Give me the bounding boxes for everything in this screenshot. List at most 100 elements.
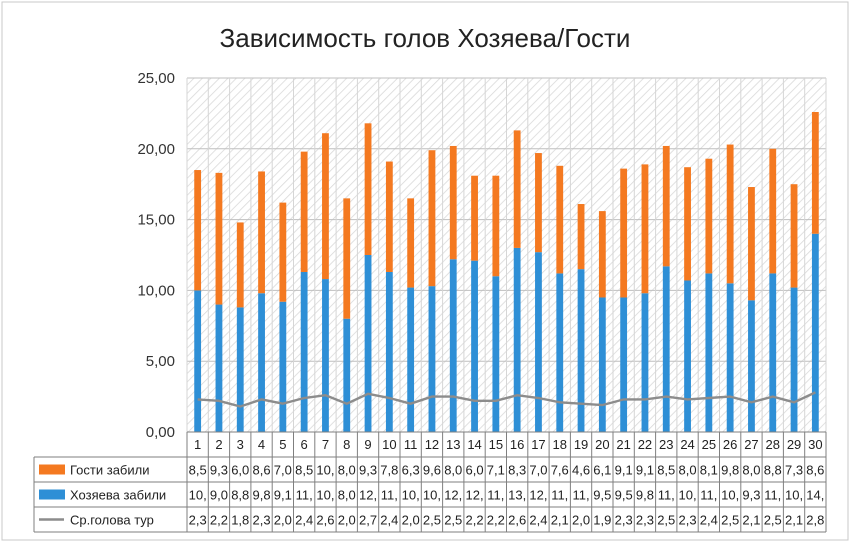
bar-guest [620, 168, 628, 298]
bar-guest [598, 211, 606, 298]
category-label: 14 [467, 437, 481, 452]
category-label: 20 [595, 437, 609, 452]
table-value: 2,3 [636, 513, 654, 528]
bar-guest [513, 130, 521, 248]
category-label: 3 [237, 437, 244, 452]
y-tick-label: 0,00 [146, 424, 175, 441]
table-value: 2,2 [466, 513, 484, 528]
table-value: 2,1 [785, 513, 803, 528]
table-value: 11, [572, 488, 589, 503]
table-value: 11, [487, 488, 504, 503]
bar-host [236, 307, 244, 432]
category-label: 25 [702, 437, 716, 452]
bar-host [258, 293, 265, 432]
table-value: 4,6 [572, 463, 590, 478]
legend-label: Ср.голова тур [70, 513, 154, 528]
bar-host [407, 287, 415, 432]
bar-host [385, 271, 393, 432]
legend-label: Хозяева забили [70, 488, 166, 503]
bar-host [215, 304, 223, 432]
category-label: 12 [425, 437, 439, 452]
bar-host [300, 271, 308, 432]
y-tick-label: 20,00 [137, 141, 175, 158]
table-value: 9,0 [210, 488, 228, 503]
table-value: 8,0 [742, 463, 760, 478]
bar-host [705, 273, 713, 432]
table-value: 6,0 [466, 463, 484, 478]
bar-host [343, 318, 351, 432]
table-value: 2,8 [806, 513, 824, 528]
bar-host [322, 279, 329, 432]
bar-guest [364, 123, 372, 255]
bar-guest [300, 151, 308, 272]
bar-guest [322, 133, 329, 280]
table-value: 8,5 [189, 463, 207, 478]
table-value: 7,1 [487, 463, 505, 478]
table-value: 2,6 [508, 513, 526, 528]
bar-guest [769, 148, 777, 274]
category-label: 7 [322, 437, 329, 452]
bar-host [194, 290, 202, 432]
bar-host [620, 297, 628, 432]
table-value: 2,0 [402, 513, 420, 528]
table-value: 2,3 [615, 513, 633, 528]
bar-guest [790, 184, 798, 288]
table-value: 2,5 [764, 513, 782, 528]
category-label: 21 [616, 437, 630, 452]
table-value: 9,1 [274, 488, 292, 503]
table-value: 8,0 [679, 463, 697, 478]
table-value: 10, [423, 488, 441, 503]
table-value: 7,0 [529, 463, 547, 478]
bar-guest [748, 187, 755, 301]
table-value: 2,2 [487, 513, 505, 528]
table-value: 7,6 [551, 463, 569, 478]
table-value: 2,3 [253, 513, 271, 528]
table-value: 8,0 [338, 463, 356, 478]
legend-key-swatch [39, 489, 65, 500]
bar-guest [343, 198, 351, 319]
average-line-path [197, 391, 816, 408]
category-label: 1 [194, 437, 201, 452]
category-label: 30 [808, 437, 822, 452]
table-value: 8,3 [508, 463, 526, 478]
y-tick-label: 25,00 [137, 70, 175, 87]
bar-guest [385, 161, 393, 272]
bar-guest [279, 202, 287, 302]
category-label: 22 [638, 437, 652, 452]
table-value: 10, [721, 488, 739, 503]
table-value: 2,4 [380, 513, 398, 528]
table-value: 6,3 [402, 463, 420, 478]
table-value: 2,5 [657, 513, 675, 528]
table-value: 2,1 [551, 513, 569, 528]
category-label: 8 [343, 437, 350, 452]
table-value: 10, [189, 488, 207, 503]
y-tick-label: 10,00 [137, 282, 175, 299]
table-value: 2,6 [316, 513, 334, 528]
category-label: 19 [574, 437, 588, 452]
bar-host [577, 269, 585, 432]
category-label: 4 [258, 437, 265, 452]
table-value: 12, [359, 488, 377, 503]
category-label: 24 [680, 437, 694, 452]
category-label: 16 [510, 437, 524, 452]
table-value: 2,0 [572, 513, 590, 528]
bar-host [556, 273, 564, 432]
table-value: 2,0 [274, 513, 292, 528]
bar-guest [556, 165, 564, 274]
table-value: 2,5 [423, 513, 441, 528]
bar-host [790, 287, 798, 432]
grid-lines [186, 77, 827, 433]
table-value: 2,5 [721, 513, 739, 528]
table-value: 2,0 [338, 513, 356, 528]
bar-host [364, 255, 372, 432]
table-value: 12, [529, 488, 547, 503]
y-tick-label: 15,00 [137, 212, 175, 229]
table-value: 7,0 [274, 463, 292, 478]
table-value: 8,5 [295, 463, 313, 478]
table-value: 12, [444, 488, 462, 503]
table-value: 1,9 [593, 513, 611, 528]
bar-guest [662, 145, 670, 267]
bar-host [684, 280, 691, 432]
